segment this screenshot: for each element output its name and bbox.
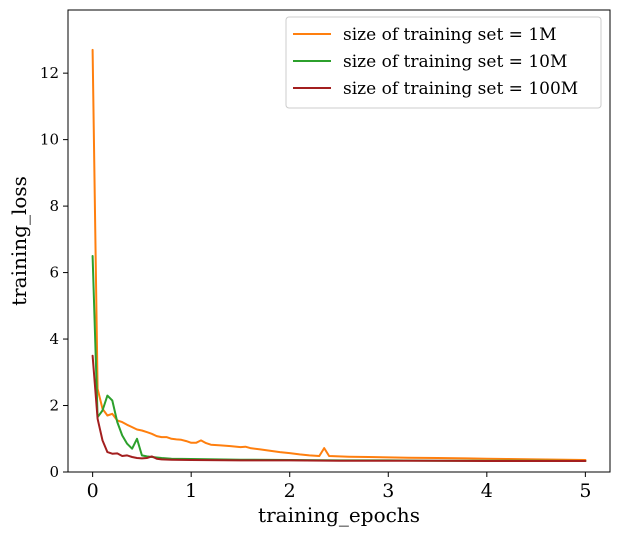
x-tick-label: 4 xyxy=(481,480,493,502)
x-tick-label: 1 xyxy=(185,480,197,502)
y-tick-label: 2 xyxy=(49,397,59,415)
x-tick-label: 5 xyxy=(579,480,591,502)
series-layer xyxy=(91,48,587,462)
y-tick-label: 0 xyxy=(49,463,59,481)
y-tick-label: 12 xyxy=(40,64,59,82)
legend-label: size of training set = 1M xyxy=(343,25,557,45)
series-line-3 xyxy=(91,354,587,462)
legend-label: size of training set = 100M xyxy=(343,79,578,99)
x-tick-label: 3 xyxy=(382,480,394,502)
y-tick-label: 8 xyxy=(49,197,59,215)
legend-frame xyxy=(285,16,602,109)
x-tick-label: 0 xyxy=(87,480,99,502)
x-axis-label: training_epochs xyxy=(258,503,420,527)
plot-area-frame xyxy=(67,9,611,473)
y-tick-label: 4 xyxy=(49,330,59,348)
series-line-1 xyxy=(91,48,587,461)
legend: size of training set = 1M size of trainin… xyxy=(285,16,602,109)
legend-label: size of training set = 10M xyxy=(343,52,567,72)
y-axis-label: training_loss xyxy=(7,176,31,306)
series-line-2 xyxy=(91,255,587,462)
y-tick-label: 10 xyxy=(40,131,59,149)
y-tick-label: 6 xyxy=(49,264,59,282)
x-tick-label: 2 xyxy=(284,480,296,502)
